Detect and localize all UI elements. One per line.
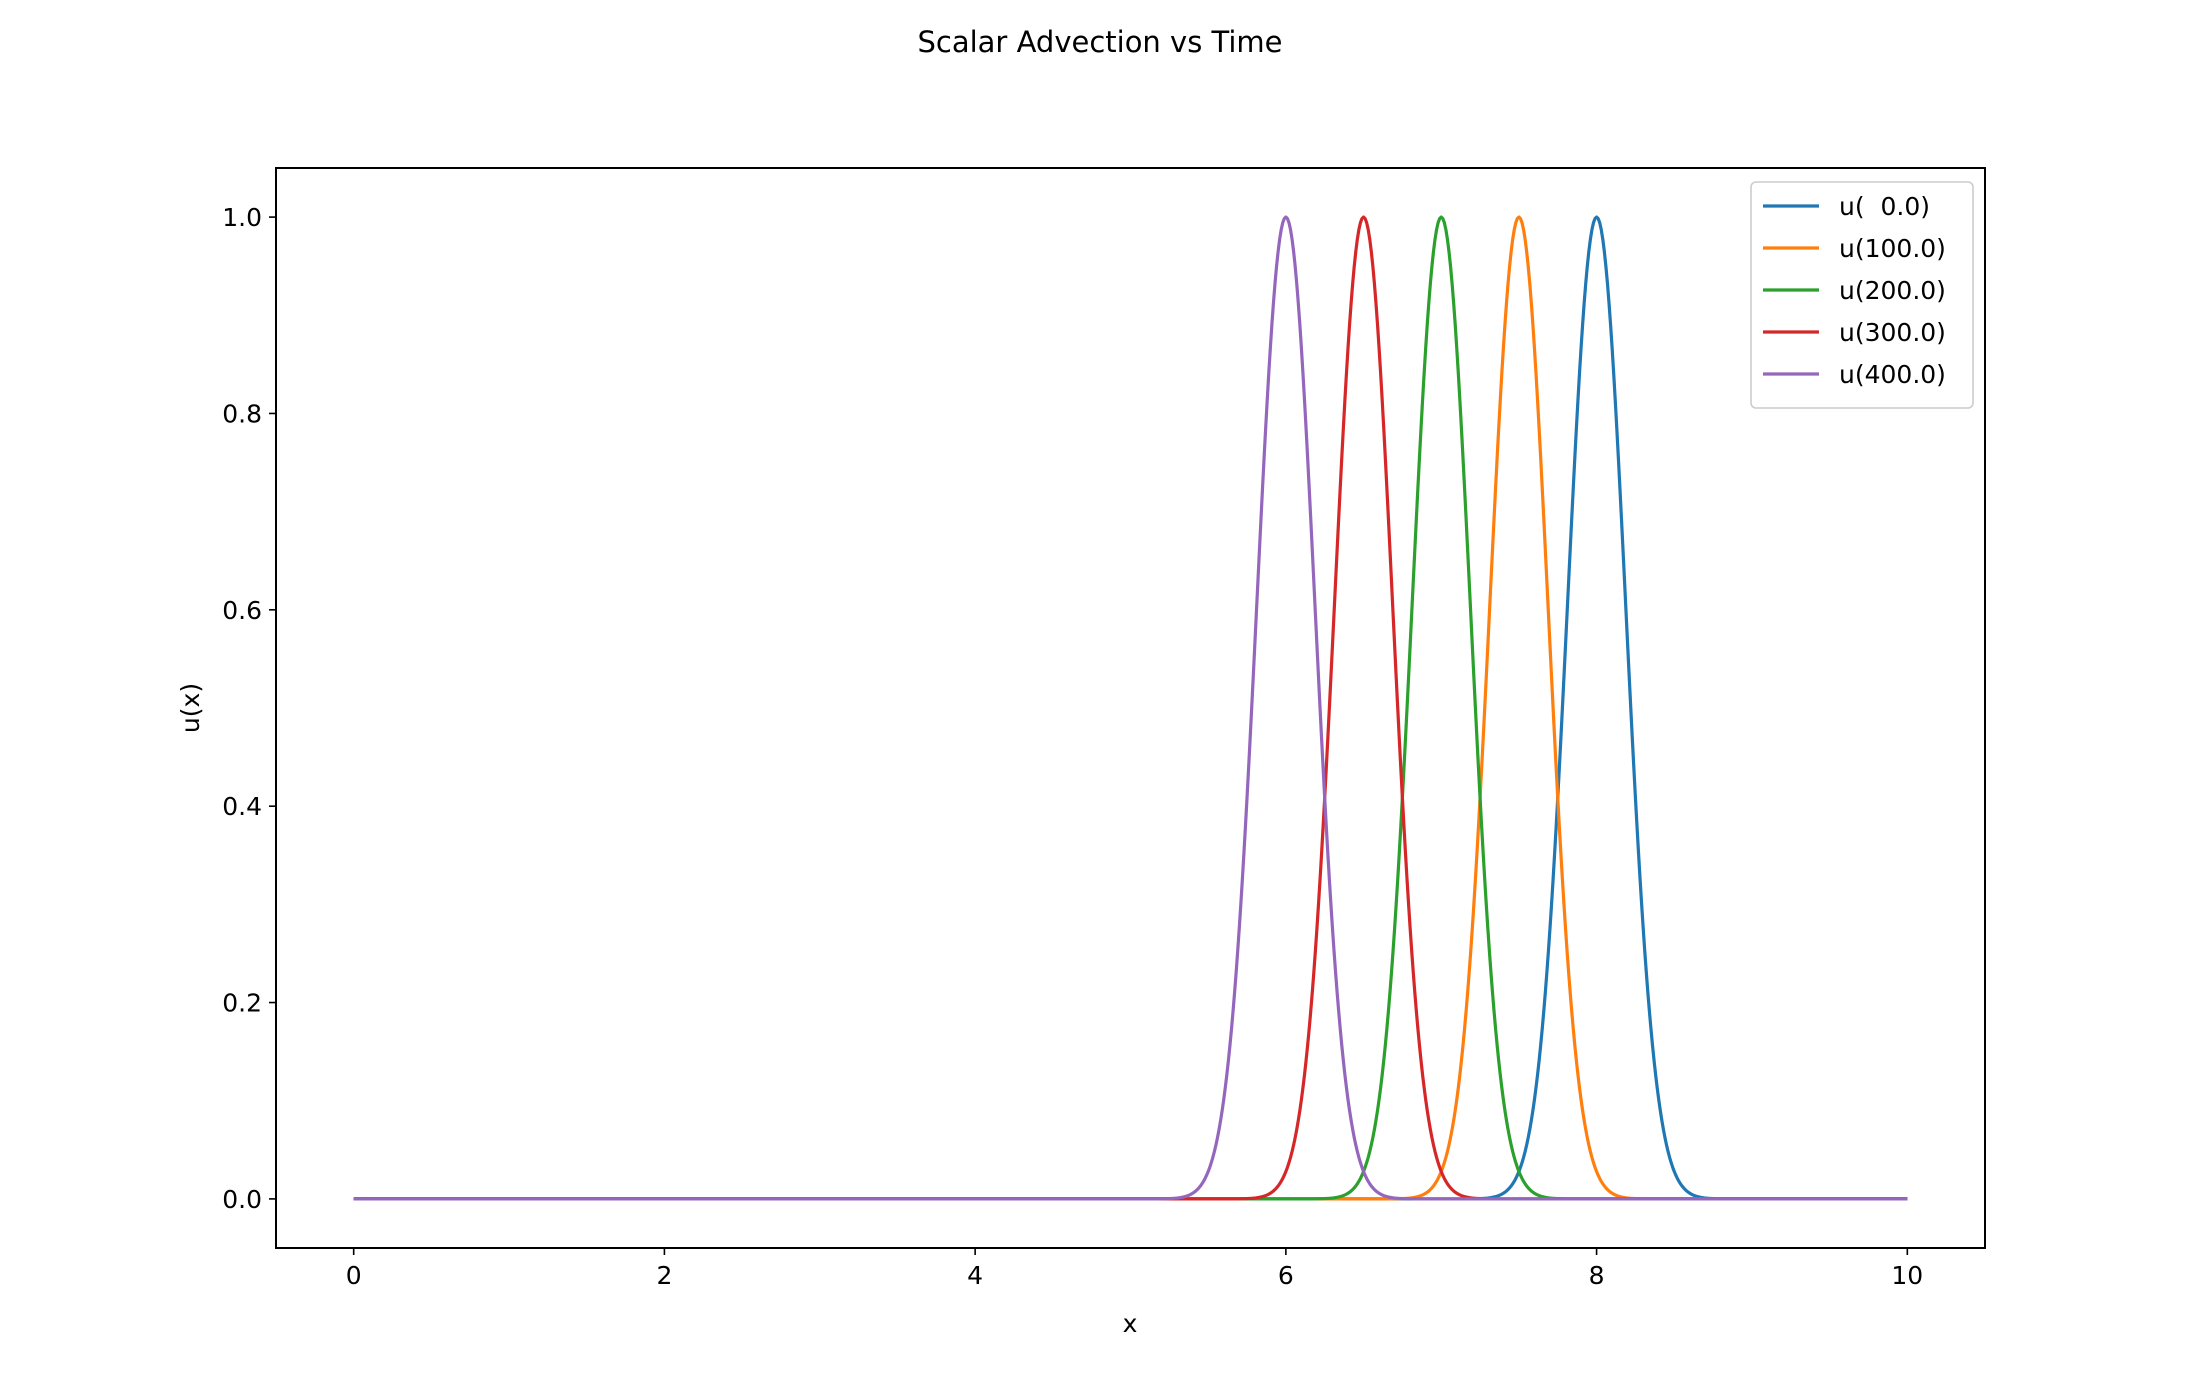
plot-layer [353,215,1908,1201]
x-axis-label: x [1123,1309,1138,1338]
series-line-2 [353,215,1908,1201]
legend-label: u(400.0) [1839,360,1946,389]
y-tick-label: 0.2 [222,989,262,1018]
series-line-4 [353,215,1908,1201]
series-line-5 [353,215,1908,1201]
legend: u( 0.0) u(100.0) u(200.0) u(300.0) u(400.0) [1750,181,1974,409]
y-tick-label: 0.0 [222,1185,262,1214]
x-tick-label: 2 [656,1261,672,1290]
plot-frame [275,167,1986,1249]
x-axis: 0 2 4 6 8 10 [346,1248,1923,1290]
y-tick-label: 1.0 [222,203,262,232]
legend-label: u( 0.0) [1839,192,1930,221]
x-tick-label: 8 [1589,1261,1605,1290]
y-tick-label: 0.4 [222,792,262,821]
legend-box [1750,181,1974,409]
y-tick-label: 0.6 [222,596,262,625]
y-tick-label: 0.8 [222,399,262,428]
x-tick-label: 4 [967,1261,983,1290]
legend-label: u(200.0) [1839,276,1946,305]
y-axis: 0.0 0.2 0.4 0.6 0.8 1.0 [222,203,276,1214]
series-line-3 [353,215,1908,1201]
x-tick-label: 10 [1891,1261,1923,1290]
x-tick-label: 0 [346,1261,362,1290]
chart-title: Scalar Advection vs Time [917,25,1282,59]
legend-label: u(100.0) [1839,234,1946,263]
x-tick-label: 6 [1278,1261,1294,1290]
y-axis-label: u(x) [176,683,205,733]
series-line-1 [353,215,1908,1201]
legend-label: u(300.0) [1839,318,1946,347]
